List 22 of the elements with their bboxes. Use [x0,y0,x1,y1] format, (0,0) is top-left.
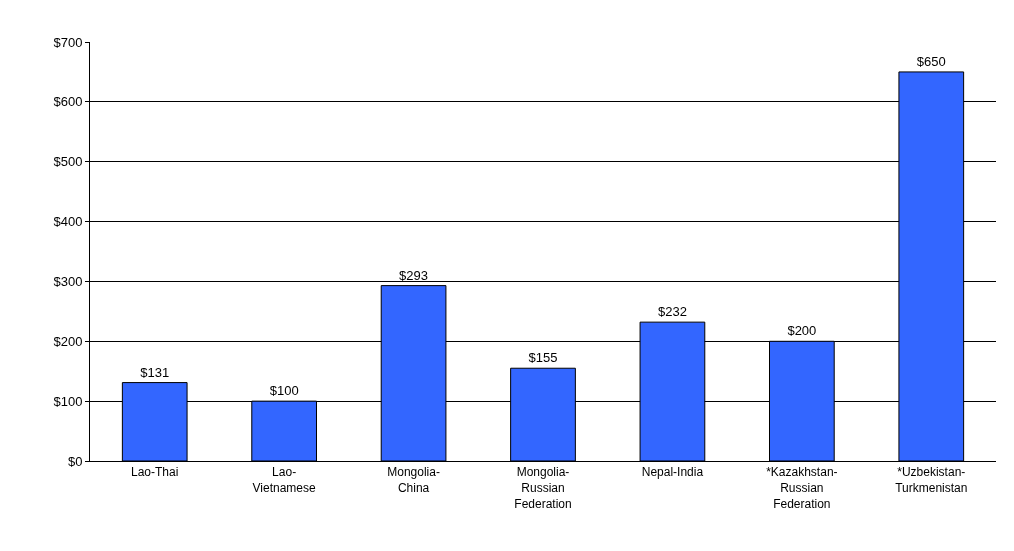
x-tick-label: *Uzbekistan-Turkmenistan [895,465,968,495]
data-label: $293 [399,267,429,283]
y-tick-label: $700 [53,34,83,50]
x-tick-label: Lao-Vietnamese [252,465,317,495]
data-label: $650 [916,53,946,69]
y-tick-label: $0 [67,453,83,469]
x-tick-label: *Kazakhstan-Russian Federation [766,465,838,511]
x-tick-label: Lao-Thai [131,465,179,480]
y-tick-label: $500 [53,154,83,170]
y-tick-label: $600 [53,94,83,110]
y-tick-label: $300 [53,273,83,289]
data-label: $131 [140,364,170,380]
x-tick-label: Mongolia-Russian Federation [514,465,572,511]
y-tick-label: $100 [53,393,83,409]
data-label: $232 [657,304,687,320]
data-label: $100 [269,383,299,399]
x-tick-label: Nepal-India [641,465,704,480]
y-tick-label: $200 [53,333,83,349]
y-tick-label: $400 [53,214,83,230]
x-tick-label: Mongolia-China [387,465,440,495]
data-label: $200 [787,323,817,339]
data-label: $155 [528,350,558,366]
